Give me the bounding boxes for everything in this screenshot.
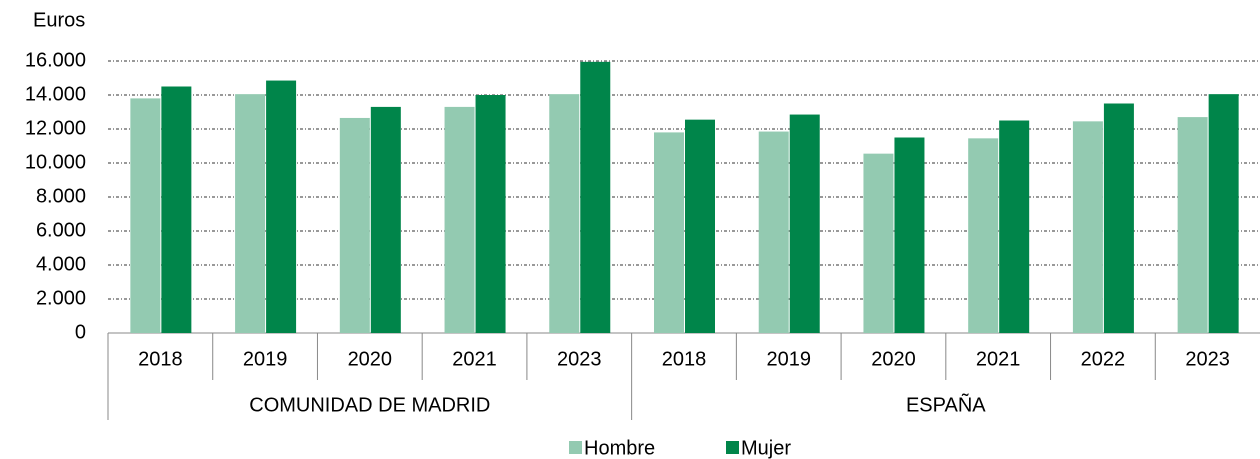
y-tick-label: 8.000 [36, 185, 86, 207]
y-tick-label: 14.000 [25, 83, 86, 105]
x-tick-label: 2021 [452, 348, 497, 370]
y-tick-label: 10.000 [25, 151, 86, 173]
bar [758, 131, 789, 333]
bar [266, 80, 297, 333]
group-label: ESPAÑA [906, 392, 986, 416]
bar [580, 61, 611, 333]
bar [1072, 121, 1103, 333]
bar [475, 95, 506, 333]
y-tick-label: 6.000 [36, 219, 86, 241]
x-tick-label: 2023 [557, 348, 602, 370]
bar [370, 106, 401, 334]
bar [685, 119, 715, 334]
bar [894, 137, 925, 333]
y-tick-label: 0 [75, 321, 86, 343]
bar [161, 86, 192, 333]
legend-label: Hombre [584, 437, 655, 459]
y-tick-label: 16.000 [25, 49, 86, 71]
x-tick-label: 2018 [138, 348, 183, 370]
bar [789, 114, 820, 333]
legend-swatch [569, 441, 582, 454]
x-tick-label: 2018 [662, 348, 707, 370]
bar [654, 132, 684, 333]
x-tick-label: 2019 [243, 348, 288, 370]
bar [444, 106, 475, 334]
group-label: COMUNIDAD DE MADRID [249, 394, 490, 416]
bar [1103, 103, 1134, 333]
bar [863, 153, 894, 333]
x-tick-label: 2019 [766, 348, 811, 370]
y-tick-label: 12.000 [25, 117, 86, 139]
y-tick-label: 2.000 [36, 287, 86, 309]
bar [339, 117, 370, 333]
bar [1177, 117, 1208, 333]
legend-swatch [726, 441, 739, 454]
bar [999, 120, 1030, 333]
x-tick-label: 2022 [1081, 348, 1126, 370]
bar [235, 94, 266, 334]
x-tick-label: 2020 [348, 348, 393, 370]
x-tick-label: 2020 [871, 348, 916, 370]
x-tick-label: 2023 [1185, 348, 1230, 370]
x-tick-label: 2021 [976, 348, 1021, 370]
y-tick-label: 4.000 [36, 253, 86, 275]
y-axis-label: Euros [33, 9, 85, 31]
bar [549, 94, 580, 334]
bar [1208, 94, 1239, 334]
bar [968, 138, 999, 333]
bar [130, 98, 161, 334]
legend-label: Mujer [741, 437, 791, 459]
